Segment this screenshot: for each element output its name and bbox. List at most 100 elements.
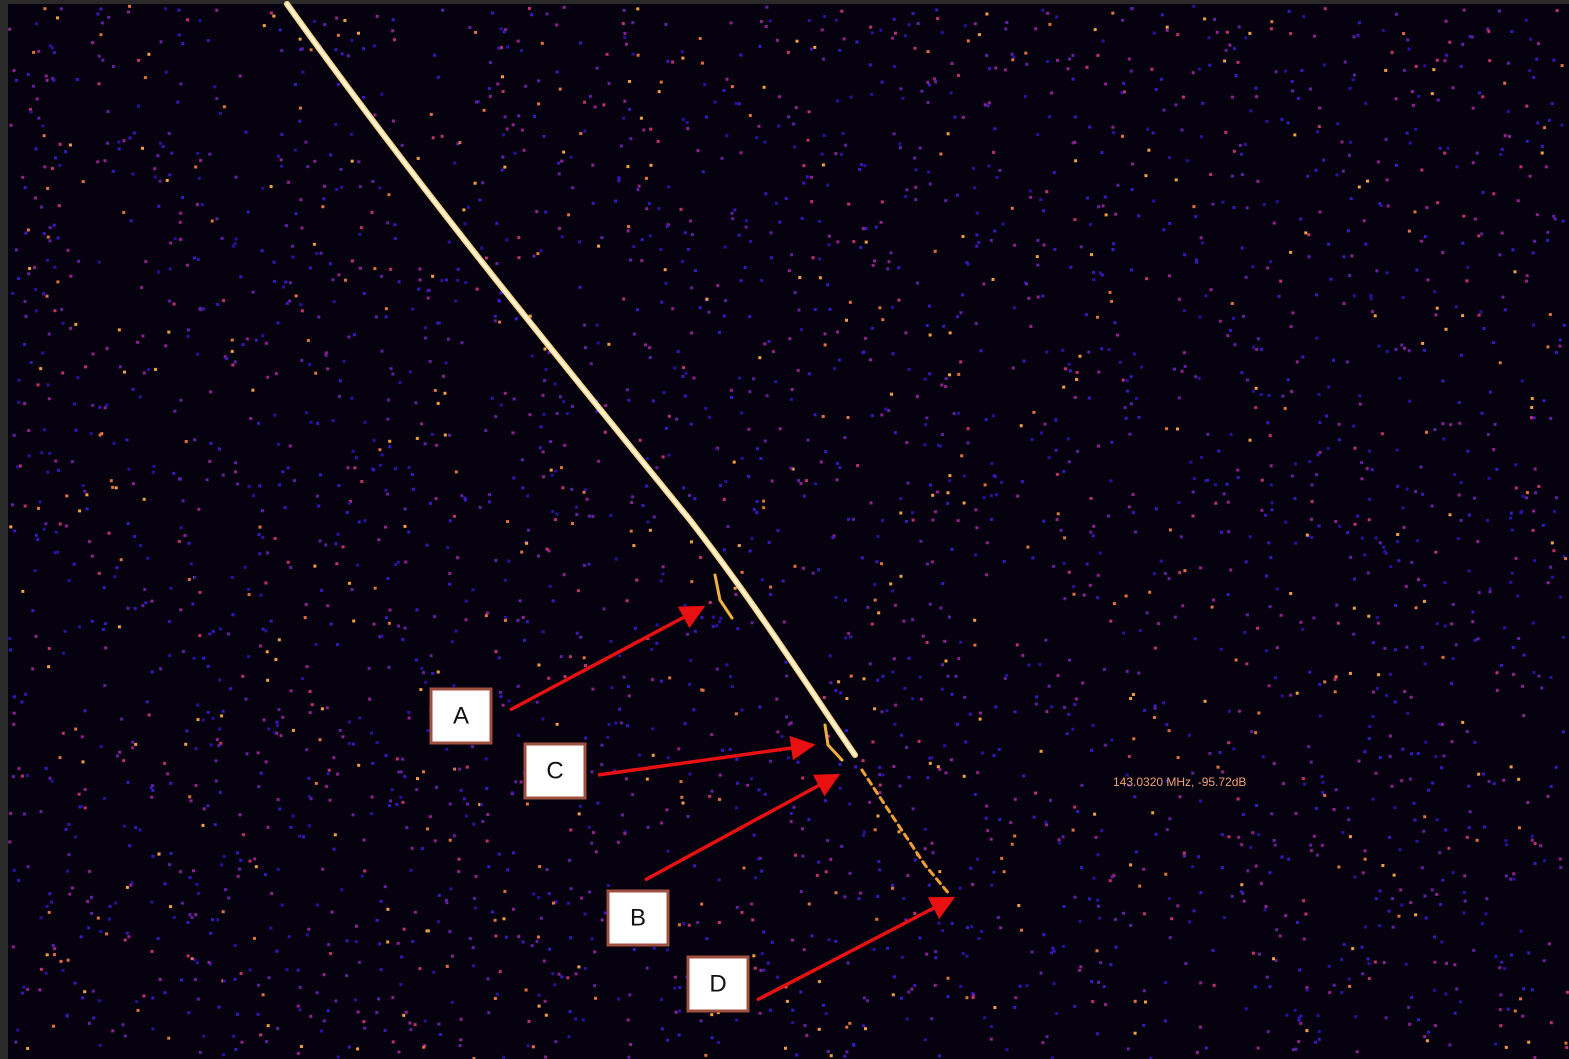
noise-dot bbox=[1327, 386, 1330, 389]
noise-dot bbox=[385, 616, 388, 619]
noise-dot bbox=[1310, 849, 1313, 852]
noise-dot bbox=[1208, 36, 1211, 39]
noise-dot bbox=[88, 870, 91, 873]
noise-dot bbox=[305, 411, 308, 414]
noise-dot bbox=[309, 690, 312, 693]
noise-dot bbox=[242, 833, 245, 836]
noise-dot bbox=[55, 531, 58, 534]
noise-dot bbox=[202, 719, 205, 722]
noise-dot bbox=[944, 199, 947, 202]
noise-dot bbox=[199, 19, 202, 22]
noise-dot bbox=[46, 905, 49, 908]
noise-dot bbox=[1235, 74, 1238, 77]
noise-dot bbox=[855, 41, 858, 44]
noise-dot bbox=[498, 853, 501, 856]
noise-dot bbox=[189, 913, 192, 916]
noise-dot bbox=[790, 812, 793, 815]
noise-dot bbox=[299, 1008, 302, 1011]
noise-dot bbox=[1402, 506, 1405, 509]
noise-dot bbox=[343, 19, 346, 22]
noise-dot bbox=[784, 661, 787, 664]
noise-dot bbox=[1527, 1041, 1530, 1044]
noise-dot bbox=[862, 834, 865, 837]
noise-dot bbox=[1067, 437, 1070, 440]
noise-dot bbox=[844, 144, 847, 147]
noise-dot bbox=[1421, 493, 1424, 496]
noise-dot bbox=[337, 83, 340, 86]
noise-dot bbox=[298, 120, 301, 123]
noise-dot bbox=[1103, 668, 1106, 671]
noise-dot bbox=[1024, 52, 1027, 55]
noise-dot bbox=[924, 1038, 927, 1041]
noise-dot bbox=[544, 348, 547, 351]
noise-dot bbox=[904, 195, 907, 198]
noise-dot bbox=[928, 372, 931, 375]
noise-dot bbox=[176, 101, 179, 104]
noise-dot bbox=[1073, 218, 1076, 221]
noise-dot bbox=[316, 904, 319, 907]
noise-dot bbox=[836, 240, 839, 243]
noise-dot bbox=[275, 372, 278, 375]
noise-dot bbox=[523, 639, 526, 642]
noise-dot bbox=[48, 911, 51, 914]
noise-dot bbox=[992, 414, 995, 417]
noise-dot bbox=[694, 269, 697, 272]
noise-dot bbox=[1257, 337, 1260, 340]
noise-dot bbox=[1493, 782, 1496, 785]
noise-dot bbox=[724, 299, 727, 302]
noise-dot bbox=[418, 268, 421, 271]
noise-dot bbox=[17, 401, 20, 404]
noise-dot bbox=[1455, 988, 1458, 991]
noise-dot bbox=[1284, 70, 1287, 73]
noise-dot bbox=[950, 758, 953, 761]
noise-dot bbox=[1510, 954, 1513, 957]
noise-dot bbox=[1533, 240, 1536, 243]
noise-dot bbox=[473, 897, 476, 900]
noise-dot bbox=[326, 604, 329, 607]
noise-dot bbox=[1399, 888, 1402, 891]
noise-dot bbox=[907, 991, 910, 994]
noise-dot bbox=[1142, 1024, 1145, 1027]
noise-dot bbox=[525, 542, 528, 545]
noise-dot bbox=[1094, 28, 1097, 31]
noise-dot bbox=[216, 303, 219, 306]
noise-dot bbox=[549, 440, 552, 443]
noise-dot bbox=[1351, 254, 1354, 257]
noise-dot bbox=[759, 857, 762, 860]
noise-dot bbox=[1255, 804, 1258, 807]
noise-dot bbox=[1423, 349, 1426, 352]
noise-dot bbox=[709, 601, 712, 604]
noise-dot bbox=[892, 352, 895, 355]
noise-dot bbox=[1131, 188, 1134, 191]
noise-dot bbox=[923, 443, 926, 446]
noise-dot bbox=[1267, 394, 1270, 397]
noise-dot bbox=[280, 158, 283, 161]
noise-dot bbox=[994, 67, 997, 70]
noise-dot bbox=[1240, 153, 1243, 156]
noise-dot bbox=[1181, 370, 1184, 373]
noise-dot bbox=[494, 315, 497, 318]
noise-dot bbox=[223, 980, 226, 983]
noise-dot bbox=[632, 245, 635, 248]
noise-dot bbox=[373, 44, 376, 47]
noise-dot bbox=[1463, 912, 1466, 915]
noise-dot bbox=[872, 264, 875, 267]
noise-dot bbox=[355, 456, 358, 459]
noise-dot bbox=[212, 630, 215, 633]
noise-dot bbox=[834, 689, 837, 692]
noise-dot bbox=[24, 505, 27, 508]
noise-dot bbox=[363, 292, 366, 295]
noise-dot bbox=[764, 793, 767, 796]
noise-dot bbox=[904, 331, 907, 334]
noise-dot bbox=[1217, 450, 1220, 453]
noise-dot bbox=[1459, 1000, 1462, 1003]
noise-dot bbox=[784, 1047, 787, 1050]
noise-dot bbox=[554, 1040, 557, 1043]
noise-dot bbox=[347, 466, 350, 469]
noise-dot bbox=[1425, 917, 1428, 920]
noise-dot bbox=[1109, 620, 1112, 623]
noise-dot bbox=[37, 507, 40, 510]
noise-dot bbox=[208, 961, 211, 964]
noise-dot bbox=[335, 17, 338, 20]
noise-dot bbox=[1519, 165, 1522, 168]
